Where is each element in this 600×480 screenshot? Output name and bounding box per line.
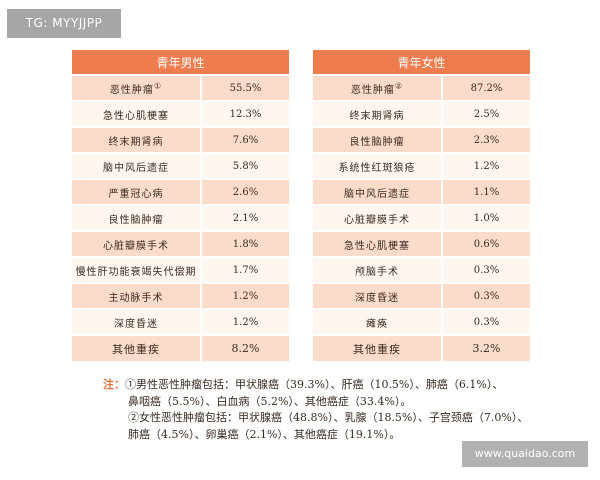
- disease-name: 心脏瓣膜手术: [72, 232, 202, 258]
- disease-name: 主动脉手术: [72, 284, 202, 310]
- table-row: 颅脑手术 0.3%: [313, 258, 530, 284]
- note-line-2: 鼻咽癌（5.5%）、白血病（5.2%）、其他癌症（33.4%）。: [128, 394, 412, 408]
- percentage: 2.6%: [202, 180, 289, 206]
- table-row: 严重冠心病 2.6%: [72, 180, 289, 206]
- notes-block: 注：①男性恶性肿瘤包括：甲状腺癌（39.3%）、肝癌（10.5%）、肺癌（6.1…: [103, 377, 543, 443]
- disease-name: 良性脑肿瘤: [313, 128, 443, 154]
- percentage: 0.3%: [443, 284, 530, 310]
- percentage: 7.6%: [202, 128, 289, 154]
- disease-name: 其他重疾: [313, 336, 443, 363]
- table-row: 急性心肌梗塞 0.6%: [313, 232, 530, 258]
- note-line-1: 注：①男性恶性肿瘤包括：甲状腺癌（39.3%）、肝癌（10.5%）、肺癌（6.1…: [103, 377, 543, 394]
- percentage: 1.2%: [202, 310, 289, 336]
- percentage: 3.2%: [443, 336, 530, 363]
- table-row: 终末期肾病 2.5%: [313, 102, 530, 128]
- table-row: 脑中风后遗症 5.8%: [72, 154, 289, 180]
- disease-name: 终末期肾病: [313, 102, 443, 128]
- table-row: 心脏瓣膜手术 1.0%: [313, 206, 530, 232]
- male-table: 青年男性 恶性肿瘤① 55.5% 急性心肌梗塞 12.3% 终末期肾病 7.6% 脑中风后遗…: [72, 50, 289, 363]
- disease-name: 恶性肿瘤①: [72, 76, 202, 102]
- table-row: 深度昏迷 1.2%: [72, 310, 289, 336]
- footnote-marker: ①: [153, 81, 163, 91]
- percentage: 1.2%: [443, 154, 530, 180]
- disease-name: 急性心肌梗塞: [72, 102, 202, 128]
- disease-name: 良性脑肿瘤: [72, 206, 202, 232]
- table-row: 恶性肿瘤② 87.2%: [313, 76, 530, 102]
- note-text: ①男性恶性肿瘤包括：甲状腺癌（39.3%）、肝癌（10.5%）、肺癌（6.1%）…: [125, 378, 504, 391]
- table-row: 其他重疾 3.2%: [313, 336, 530, 363]
- percentage: 0.6%: [443, 232, 530, 258]
- disease-name: 深度昏迷: [72, 310, 202, 336]
- percentage: 12.3%: [202, 102, 289, 128]
- disease-name: 终末期肾病: [72, 128, 202, 154]
- percentage: 0.3%: [443, 310, 530, 336]
- disease-name: 慢性肝功能衰竭失代偿期: [72, 258, 202, 284]
- watermark-badge-tg: TG: MYYJJPP: [7, 9, 121, 38]
- percentage: 8.2%: [202, 336, 289, 363]
- table-row: 脑中风后遗症 1.1%: [313, 180, 530, 206]
- disease-name: 严重冠心病: [72, 180, 202, 206]
- female-table-header: 青年女性: [313, 50, 530, 76]
- table-row: 良性脑肿瘤 2.1%: [72, 206, 289, 232]
- percentage: 55.5%: [202, 76, 289, 102]
- note-line-4: 肺癌（4.5%）、卵巢癌（2.1%）、其他癌症（19.1%）。: [128, 427, 401, 441]
- table-row: 急性心肌梗塞 12.3%: [72, 102, 289, 128]
- table-row: 瘫痪 0.3%: [313, 310, 530, 336]
- percentage: 2.1%: [202, 206, 289, 232]
- disease-name: 急性心肌梗塞: [313, 232, 443, 258]
- table-row: 主动脉手术 1.2%: [72, 284, 289, 310]
- table-row: 慢性肝功能衰竭失代偿期 1.7%: [72, 258, 289, 284]
- percentage: 0.3%: [443, 258, 530, 284]
- disease-name: 脑中风后遗症: [72, 154, 202, 180]
- percentage: 5.8%: [202, 154, 289, 180]
- disease-name: 脑中风后遗症: [313, 180, 443, 206]
- footnote-marker: ②: [394, 81, 404, 91]
- disease-name: 恶性肿瘤②: [313, 76, 443, 102]
- table-row: 其他重疾 8.2%: [72, 336, 289, 363]
- percentage: 2.3%: [443, 128, 530, 154]
- male-table-header: 青年男性: [72, 50, 289, 76]
- table-row: 良性脑肿瘤 2.3%: [313, 128, 530, 154]
- watermark-site: www.quaidao.com: [462, 441, 588, 467]
- notes-label: 注：: [103, 378, 125, 391]
- percentage: 1.8%: [202, 232, 289, 258]
- table-row: 终末期肾病 7.6%: [72, 128, 289, 154]
- disease-name: 系统性红斑狼疮: [313, 154, 443, 180]
- disease-name: 瘫痪: [313, 310, 443, 336]
- percentage: 87.2%: [443, 76, 530, 102]
- disease-name: 其他重疾: [72, 336, 202, 363]
- percentage: 1.0%: [443, 206, 530, 232]
- disease-name: 深度昏迷: [313, 284, 443, 310]
- table-row: 心脏瓣膜手术 1.8%: [72, 232, 289, 258]
- percentage: 1.2%: [202, 284, 289, 310]
- disease-name: 心脏瓣膜手术: [313, 206, 443, 232]
- percentage: 1.7%: [202, 258, 289, 284]
- table-row: 深度昏迷 0.3%: [313, 284, 530, 310]
- percentage: 1.1%: [443, 180, 530, 206]
- disease-name: 颅脑手术: [313, 258, 443, 284]
- female-table: 青年女性 恶性肿瘤② 87.2% 终末期肾病 2.5% 良性脑肿瘤 2.3% 系统性红斑狼疮…: [313, 50, 530, 363]
- note-line-3: ②女性恶性肿瘤包括：甲状腺癌（48.8%）、乳腺（18.5%）、子宫颈癌（7.0…: [128, 411, 529, 424]
- table-row: 恶性肿瘤① 55.5%: [72, 76, 289, 102]
- table-row: 系统性红斑狼疮 1.2%: [313, 154, 530, 180]
- percentage: 2.5%: [443, 102, 530, 128]
